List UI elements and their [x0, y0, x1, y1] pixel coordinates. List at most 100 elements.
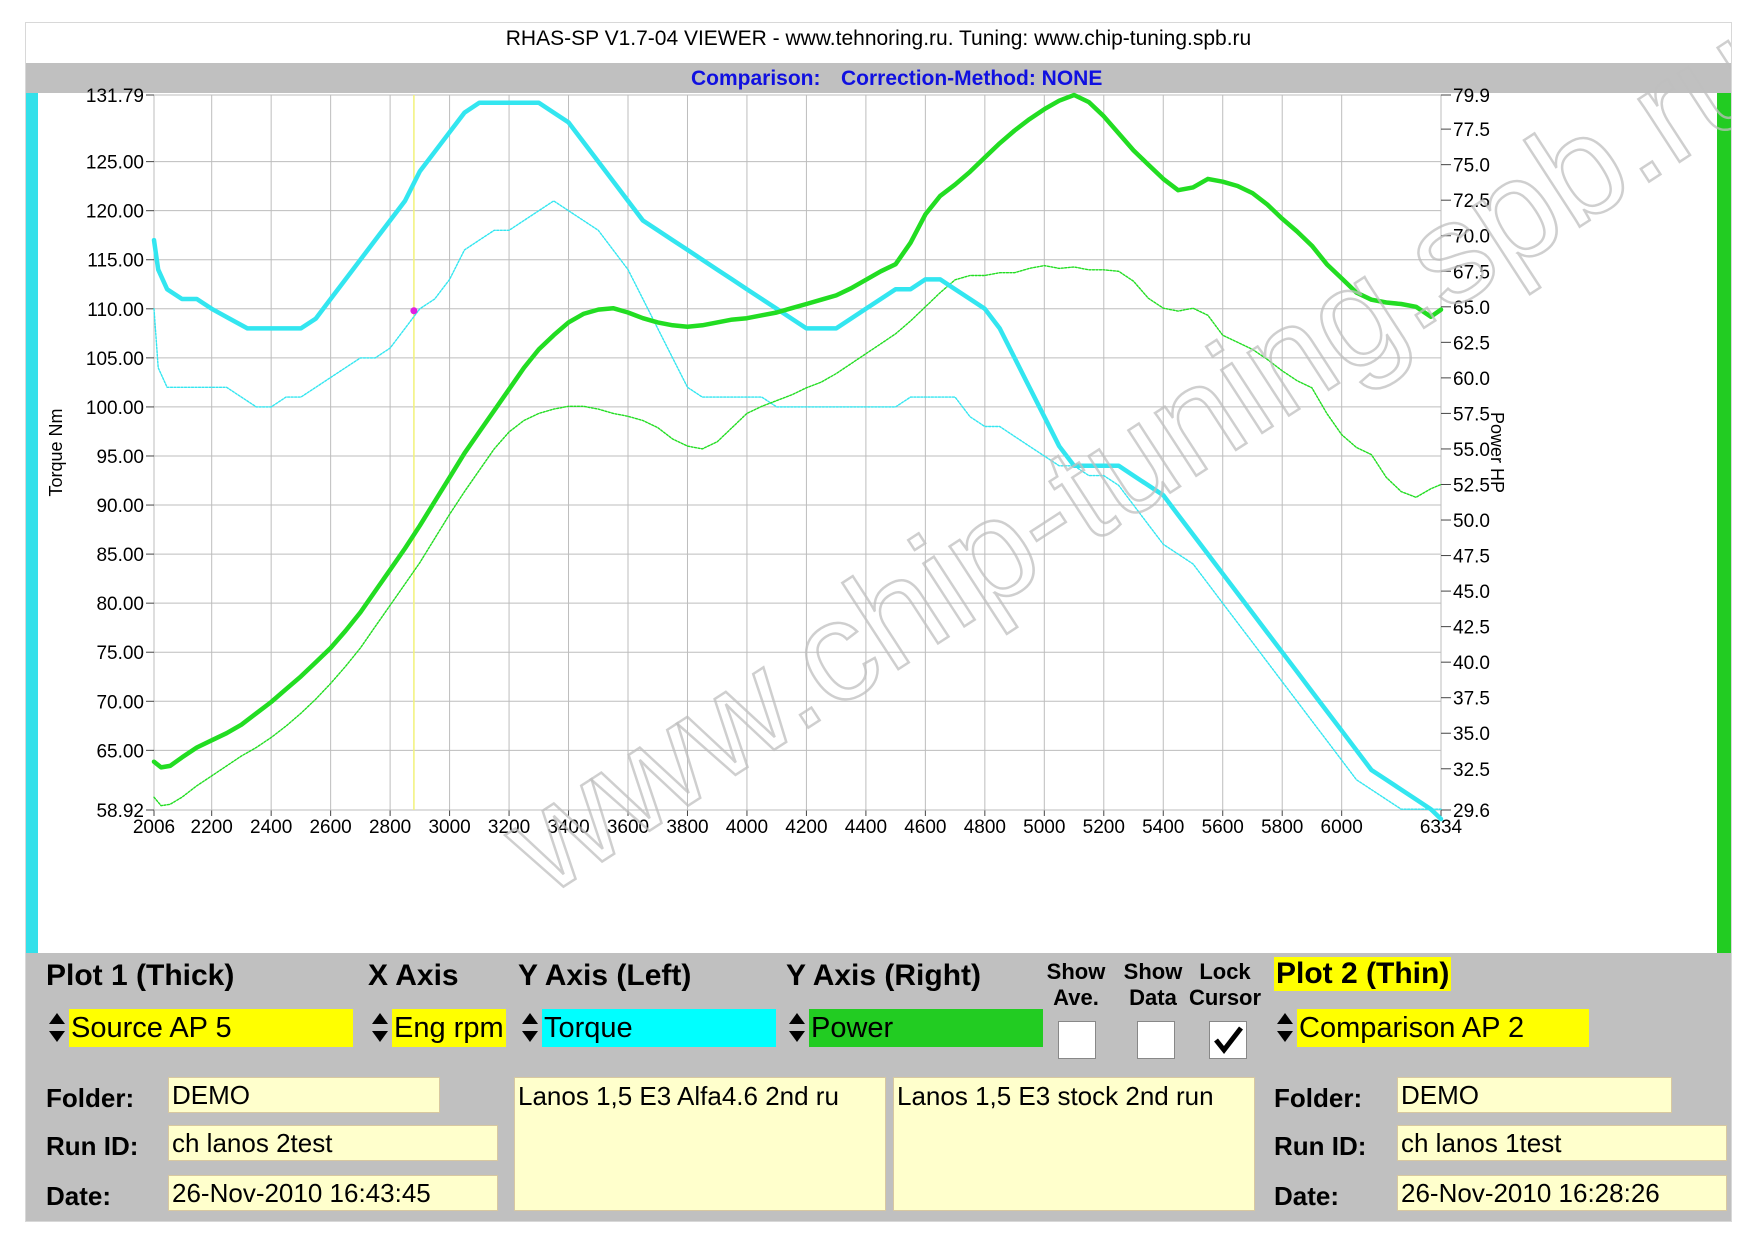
plot1-source-select[interactable]: Source AP 5 — [69, 1009, 353, 1047]
series-line-source-ap-5-power — [151, 92, 1444, 770]
x-tick-label: 3800 — [666, 817, 708, 838]
y2-tick-label: 79.9 — [1453, 86, 1490, 107]
cursor-marker — [410, 307, 418, 315]
spin-down-icon[interactable] — [789, 1031, 805, 1042]
y-tick-label: 110.00 — [87, 300, 144, 321]
y2-tick-label: 75.0 — [1453, 156, 1490, 177]
y2-tick-label: 50.0 — [1453, 511, 1490, 532]
left-axis-color-strip — [26, 93, 38, 953]
plot1-date-field[interactable]: 26-Nov-2010 16:43:45 — [168, 1175, 498, 1211]
series-line-comparison-ap-2-torque — [153, 200, 1442, 810]
plot2-folder-label: Folder: — [1274, 1083, 1363, 1113]
checkmark-icon — [1214, 1026, 1243, 1055]
x-tick-label: 3600 — [607, 817, 649, 838]
plot1-source-spinner[interactable] — [46, 1009, 68, 1047]
x-tick-label: 5600 — [1202, 817, 1244, 838]
y2-tick-label: 65.0 — [1453, 298, 1490, 319]
comparison-label: Comparison: — [691, 67, 821, 90]
y-tick-label: 58.92 — [96, 801, 144, 822]
x-tick-label: 2600 — [309, 817, 351, 838]
spin-up-icon[interactable] — [522, 1013, 538, 1024]
y-axis-title: Torque Nm — [46, 408, 66, 496]
spin-down-icon[interactable] — [522, 1031, 538, 1042]
plot2-header: Plot 2 (Thin) — [1274, 957, 1452, 991]
y-tick-label: 115.00 — [87, 251, 144, 272]
y2-tick-label: 29.6 — [1453, 801, 1490, 822]
y-tick-label: 100.00 — [86, 398, 144, 419]
plot1-folder-label: Folder: — [46, 1083, 135, 1113]
comparison-bar: Comparison: Correction-Method: NONE — [26, 63, 1731, 93]
plot1-folder-field[interactable]: DEMO — [168, 1077, 440, 1113]
y-tick-label: 95.00 — [96, 447, 144, 468]
lock-cursor-checkbox[interactable] — [1209, 1021, 1247, 1059]
app-title: RHAS-SP V1.7-04 VIEWER - www.tehnoring.r… — [505, 27, 1252, 50]
plot2-date-field[interactable]: 26-Nov-2010 16:28:26 — [1397, 1175, 1727, 1211]
spin-up-icon[interactable] — [1277, 1013, 1293, 1024]
y2-tick-label: 40.0 — [1453, 653, 1490, 674]
y-tick-label: 65.00 — [96, 741, 144, 762]
show-ave-header: Show Ave. — [1046, 959, 1106, 1010]
y2-tick-label: 55.0 — [1453, 440, 1490, 461]
show-ave-checkbox[interactable] — [1058, 1021, 1096, 1059]
x-tick-label: 3200 — [488, 817, 530, 838]
x-tick-label: 2400 — [250, 817, 292, 838]
x-tick-label: 2006 — [133, 817, 175, 838]
show-data-checkbox[interactable] — [1137, 1021, 1175, 1059]
x-tick-label: 5400 — [1142, 817, 1184, 838]
spin-down-icon[interactable] — [49, 1031, 65, 1042]
y-tick-label: 90.00 — [96, 496, 144, 517]
plot2-runid-field[interactable]: ch lanos 1test — [1397, 1125, 1727, 1161]
viewer-window: RHAS-SP V1.7-04 VIEWER - www.tehnoring.r… — [25, 22, 1732, 1222]
plot1-runid-label: Run ID: — [46, 1131, 139, 1161]
show-data-header: Show Data — [1123, 959, 1183, 1010]
y-tick-label: 85.00 — [96, 545, 144, 566]
x-axis-spinner[interactable] — [369, 1009, 391, 1047]
x-tick-label: 4800 — [964, 817, 1006, 838]
x-tick-label: 3000 — [428, 817, 470, 838]
y2-tick-label: 37.5 — [1453, 689, 1490, 710]
y2-tick-label: 45.0 — [1453, 582, 1490, 603]
lock-cursor-header: Lock Cursor — [1188, 959, 1262, 1010]
y-axis-right-spinner[interactable] — [786, 1009, 808, 1047]
spin-up-icon[interactable] — [789, 1013, 805, 1024]
spin-up-icon[interactable] — [49, 1013, 65, 1024]
y-axis-right-header: Y Axis (Right) — [786, 959, 982, 992]
y-axis-left-spinner[interactable] — [519, 1009, 541, 1047]
plot2-folder-field[interactable]: DEMO — [1397, 1077, 1672, 1113]
x-tick-label: 6000 — [1321, 817, 1363, 838]
y2-tick-label: 35.0 — [1453, 724, 1490, 745]
x-tick-label: 2200 — [191, 817, 233, 838]
x-tick-label: 6334 — [1420, 817, 1463, 838]
y2-tick-label: 67.5 — [1453, 262, 1490, 283]
dyno-chart[interactable]: 2006 2200 2400 2600 2800 3000 3200 3400 3600 3800… — [26, 23, 1731, 953]
y-tick-label: 70.00 — [96, 692, 144, 713]
y-tick-label: 75.00 — [96, 643, 144, 664]
plot1-runid-field[interactable]: ch lanos 2test — [168, 1125, 498, 1161]
y-axis-left-select[interactable]: Torque — [542, 1009, 776, 1047]
plot1-notes[interactable]: Lanos 1,5 E3 Alfa4.6 2nd ru — [514, 1077, 886, 1211]
correction-method-label: Correction-Method: NONE — [841, 67, 1103, 90]
plot2-source-spinner[interactable] — [1274, 1009, 1296, 1047]
spin-up-icon[interactable] — [372, 1013, 388, 1024]
x-tick-label: 5000 — [1023, 817, 1065, 838]
series-line-comparison-ap-2-power — [153, 264, 1442, 807]
spin-down-icon[interactable] — [372, 1031, 388, 1042]
y2-tick-label: 32.5 — [1453, 760, 1490, 781]
y2-tick-label: 57.5 — [1453, 404, 1490, 425]
spin-down-icon[interactable] — [1277, 1031, 1293, 1042]
y-tick-label: 80.00 — [96, 594, 144, 615]
y2-tick-label: 60.0 — [1453, 369, 1490, 390]
x-axis-select[interactable]: Eng rpm — [392, 1009, 506, 1047]
y-tick-label: 105.00 — [86, 349, 144, 370]
plot1-header: Plot 1 (Thick) — [46, 959, 235, 992]
x-tick-label: 4000 — [726, 817, 768, 838]
plot2-source-select[interactable]: Comparison AP 2 — [1297, 1009, 1589, 1047]
chart-axis-labels: 2006 2200 2400 2600 2800 3000 3200 3400 3600 3800… — [46, 86, 1507, 838]
y-axis-left-header: Y Axis (Left) — [518, 959, 692, 992]
y-axis-right-select[interactable]: Power — [809, 1009, 1043, 1047]
y2-tick-label: 62.5 — [1453, 333, 1490, 354]
y-tick-label: 125.00 — [86, 153, 144, 174]
plot2-notes[interactable]: Lanos 1,5 E3 stock 2nd run — [893, 1077, 1255, 1211]
y2-tick-label: 77.5 — [1453, 120, 1490, 141]
y2-tick-label: 42.5 — [1453, 618, 1490, 639]
